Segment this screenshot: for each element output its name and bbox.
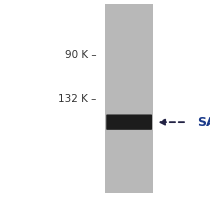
FancyBboxPatch shape xyxy=(106,114,152,130)
Bar xyxy=(105,4,153,193)
Text: 132 K –: 132 K – xyxy=(58,94,97,103)
Text: SA-1: SA-1 xyxy=(197,116,210,129)
Text: 90 K –: 90 K – xyxy=(65,50,97,60)
